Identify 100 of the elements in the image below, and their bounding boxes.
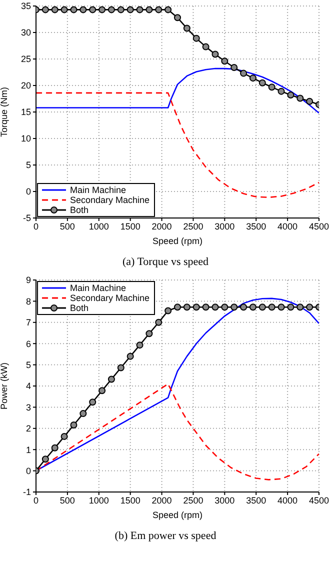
x-tick-label: 2000 xyxy=(152,495,172,506)
y-tick-label: 30 xyxy=(20,28,31,38)
point xyxy=(202,43,210,50)
y-tick-label: 5 xyxy=(26,360,31,370)
x-axis-title: Speed (rpm) xyxy=(152,510,203,520)
y-tick-label: 20 xyxy=(20,80,31,91)
y-tick-label: -1 xyxy=(22,487,31,498)
x-tick-label: 1500 xyxy=(120,495,140,506)
legend-label: Both xyxy=(70,303,89,313)
legend-label: Main Machine xyxy=(70,185,126,195)
x-tick-label: 1500 xyxy=(120,221,140,232)
point xyxy=(155,6,162,14)
line-series xyxy=(36,383,319,480)
point xyxy=(240,304,248,311)
x-axis-title: Speed (rpm) xyxy=(152,236,203,246)
legend-label: Secondary Machine xyxy=(70,195,150,205)
point xyxy=(136,342,144,349)
point xyxy=(296,304,304,311)
point xyxy=(70,6,78,14)
point xyxy=(51,6,58,14)
point xyxy=(108,6,115,14)
point xyxy=(51,444,58,452)
legend-label: Main Machine xyxy=(70,283,126,293)
point xyxy=(89,6,96,14)
y-tick-label: 25 xyxy=(20,54,31,64)
x-tick-label: 0 xyxy=(33,221,39,232)
y-tick-label: 0 xyxy=(26,466,31,476)
point xyxy=(230,64,238,71)
point xyxy=(192,34,200,42)
point xyxy=(306,98,314,105)
line-series xyxy=(36,92,319,198)
point xyxy=(202,304,210,311)
point xyxy=(230,304,238,311)
y-tick-label: 3 xyxy=(26,402,31,412)
y-tick-label: 35 xyxy=(20,1,31,12)
point xyxy=(240,70,248,77)
point xyxy=(60,6,68,14)
y-tick-label: 7 xyxy=(26,318,31,328)
point xyxy=(98,387,106,394)
point xyxy=(212,50,219,58)
point xyxy=(221,304,228,311)
y-tick-label: 9 xyxy=(26,275,31,286)
y-tick-label: 15 xyxy=(20,107,31,118)
point xyxy=(183,304,190,311)
point xyxy=(146,6,153,14)
point xyxy=(183,24,190,32)
point xyxy=(258,304,266,311)
point xyxy=(60,432,68,440)
y-tick-label: 8 xyxy=(26,296,31,306)
point xyxy=(278,88,285,95)
point xyxy=(221,58,228,65)
point xyxy=(164,6,172,14)
point xyxy=(296,94,304,102)
x-tick-label: 4500 xyxy=(308,495,330,506)
y-tick-label: 1 xyxy=(26,444,31,455)
point xyxy=(117,6,124,14)
point xyxy=(287,92,294,99)
y-axis-title: Power (kW) xyxy=(0,362,10,410)
point xyxy=(117,364,124,372)
x-tick-label: 500 xyxy=(60,495,75,506)
y-tick-label: 2 xyxy=(26,424,31,434)
x-tick-label: 2500 xyxy=(183,495,204,506)
point xyxy=(42,456,49,463)
point xyxy=(174,304,181,311)
x-tick-label: 2000 xyxy=(152,221,172,232)
point xyxy=(212,304,219,311)
point xyxy=(306,304,314,311)
point xyxy=(268,304,276,311)
y-tick-label: 5 xyxy=(26,160,31,170)
point xyxy=(42,6,49,14)
x-tick-label: 1000 xyxy=(88,221,109,232)
point xyxy=(192,304,200,311)
point xyxy=(174,14,181,22)
x-tick-label: 4000 xyxy=(278,495,298,506)
x-tick-label: 0 xyxy=(33,495,39,506)
x-tick-label: 1000 xyxy=(88,495,109,506)
point xyxy=(126,352,134,360)
y-tick-label: 4 xyxy=(26,381,31,392)
point xyxy=(136,6,144,14)
text: (b) Em power vs speed xyxy=(114,530,218,542)
point xyxy=(155,318,162,326)
x-tick-label: 3500 xyxy=(246,495,266,506)
point xyxy=(249,74,256,82)
point xyxy=(108,376,115,383)
point xyxy=(287,304,294,311)
point xyxy=(80,6,87,14)
y-tick-label: 6 xyxy=(26,338,31,349)
x-tick-label: 2500 xyxy=(183,221,204,232)
point xyxy=(89,398,96,406)
y-tick-label: 10 xyxy=(20,134,31,144)
point xyxy=(80,410,87,418)
legend-label: Secondary Machine xyxy=(70,293,150,303)
point xyxy=(268,84,276,91)
point xyxy=(70,422,78,429)
y-axis-title: Torque (Nm) xyxy=(0,86,10,138)
point xyxy=(126,6,134,14)
point xyxy=(164,307,172,314)
point xyxy=(249,304,256,311)
y-tick-label: -5 xyxy=(22,213,31,224)
point xyxy=(98,6,106,14)
